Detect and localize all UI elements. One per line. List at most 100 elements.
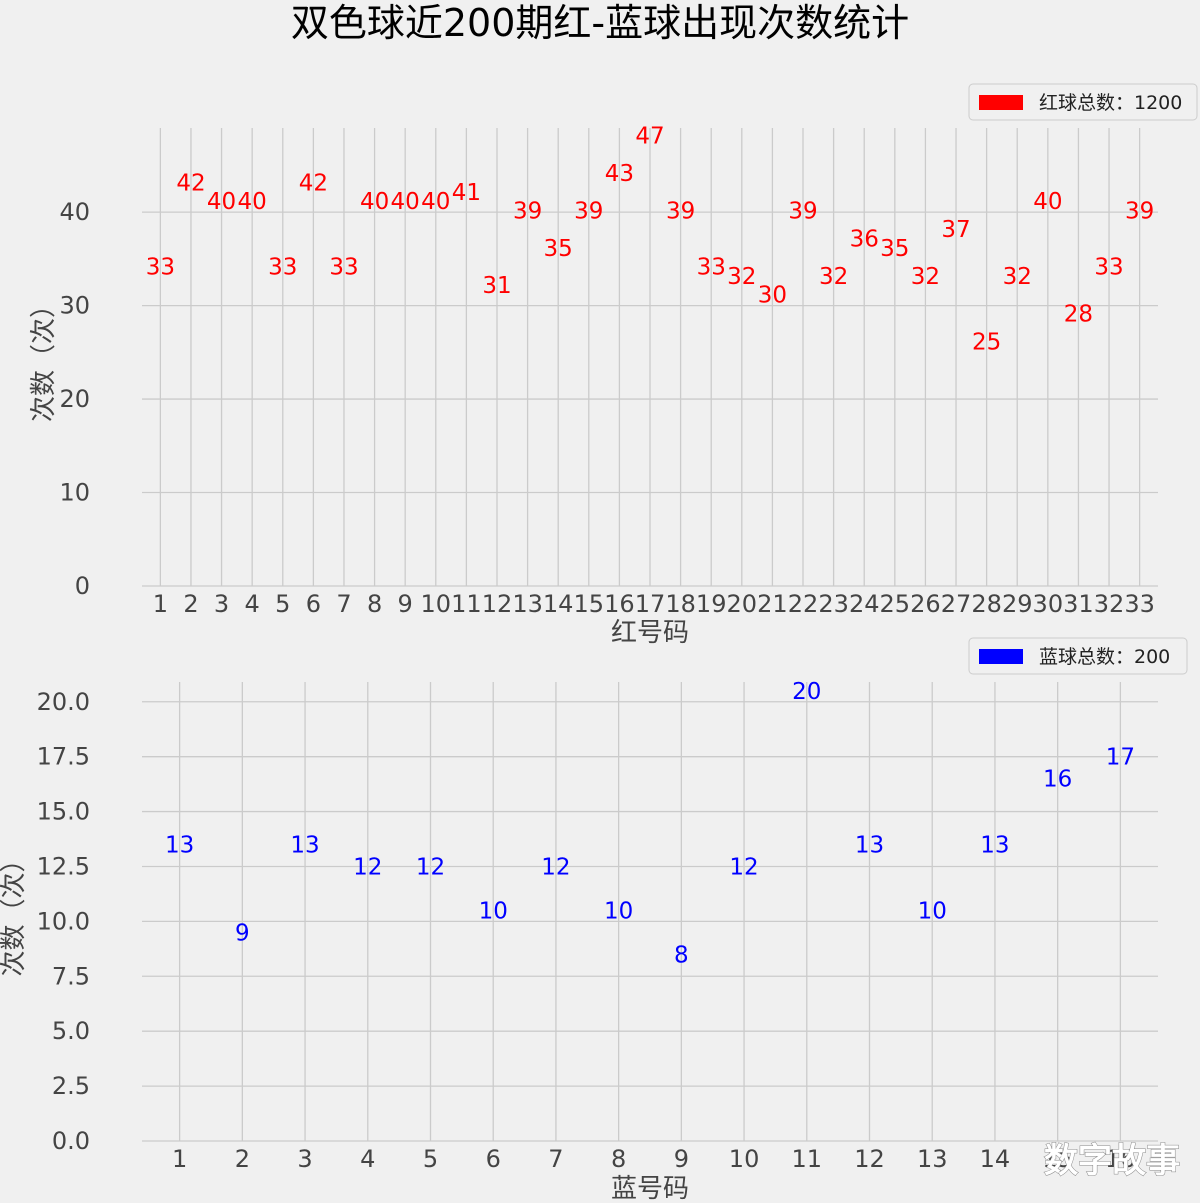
- x-tick-label: 21: [757, 590, 788, 618]
- x-tick-label: 12: [854, 1145, 885, 1173]
- data-label: 10: [604, 898, 633, 924]
- data-label: 40: [391, 189, 420, 215]
- data-label: 10: [918, 898, 947, 924]
- x-tick-label: 6: [486, 1145, 501, 1173]
- x-tick-label: 6: [306, 590, 321, 618]
- x-tick-label: 1: [153, 590, 168, 618]
- data-label: 20: [792, 679, 821, 705]
- x-tick-label: 15: [574, 590, 605, 618]
- chart-panel-1: 0102030403314224034043354263374084094010…: [29, 83, 1198, 648]
- x-tick-label: 5: [275, 590, 290, 618]
- y-tick-label: 40: [59, 198, 90, 226]
- data-label: 33: [268, 255, 297, 281]
- x-axis-label: 蓝号码: [611, 1174, 689, 1203]
- data-label: 17: [1106, 745, 1135, 771]
- x-tick-label: 17: [635, 590, 666, 618]
- legend-label: 红球总数：1200: [1039, 92, 1182, 114]
- data-label: 35: [544, 236, 573, 262]
- data-label: 33: [329, 255, 358, 281]
- y-tick-label: 30: [59, 292, 90, 320]
- y-tick-label: 15.0: [37, 798, 90, 826]
- x-tick-label: 1: [172, 1145, 187, 1173]
- x-tick-label: 28: [971, 590, 1002, 618]
- y-tick-label: 10.0: [37, 907, 90, 935]
- x-tick-label: 19: [696, 590, 727, 618]
- data-label: 8: [674, 942, 689, 968]
- x-tick-label: 11: [792, 1145, 823, 1173]
- data-label: 39: [574, 198, 603, 224]
- data-label: 37: [941, 217, 970, 243]
- data-label: 9: [235, 920, 250, 946]
- data-label: 40: [421, 189, 450, 215]
- x-axis-label: 红号码: [611, 618, 689, 648]
- x-tick-label: 2: [183, 590, 198, 618]
- data-label: 16: [1043, 767, 1072, 793]
- data-label: 39: [513, 198, 542, 224]
- data-label: 40: [1033, 189, 1062, 215]
- y-axis-label: 次数（次）: [0, 846, 29, 976]
- x-tick-label: 23: [818, 590, 849, 618]
- data-label: 13: [165, 832, 194, 858]
- x-tick-label: 9: [674, 1145, 689, 1173]
- data-label: 32: [1003, 264, 1032, 290]
- data-label: 32: [727, 264, 756, 290]
- x-tick-label: 33: [1124, 590, 1155, 618]
- y-tick-label: 17.5: [37, 743, 90, 771]
- data-label: 13: [980, 832, 1009, 858]
- data-label: 31: [482, 273, 511, 299]
- data-label: 25: [972, 329, 1001, 355]
- data-label: 12: [353, 854, 382, 880]
- x-tick-label: 3: [214, 590, 229, 618]
- x-tick-label: 9: [398, 590, 413, 618]
- x-tick-label: 10: [421, 590, 452, 618]
- data-label: 33: [146, 255, 175, 281]
- y-tick-label: 2.5: [52, 1072, 90, 1100]
- y-tick-label: 20.0: [37, 688, 90, 716]
- x-tick-label: 7: [336, 590, 351, 618]
- data-label: 41: [452, 180, 481, 206]
- x-tick-label: 4: [360, 1145, 375, 1173]
- x-tick-label: 27: [941, 590, 972, 618]
- x-tick-label: 12: [482, 590, 513, 618]
- x-tick-label: 2: [235, 1145, 250, 1173]
- legend-swatch: [979, 95, 1023, 110]
- data-label: 39: [1125, 198, 1154, 224]
- x-tick-label: 22: [788, 590, 819, 618]
- data-label: 10: [479, 898, 508, 924]
- x-tick-label: 3: [297, 1145, 312, 1173]
- x-tick-label: 24: [849, 590, 880, 618]
- x-tick-label: 14: [980, 1145, 1011, 1173]
- data-label: 43: [605, 161, 634, 187]
- x-tick-label: 29: [1002, 590, 1033, 618]
- y-tick-label: 12.5: [37, 852, 90, 880]
- legend: 蓝球总数：200: [968, 637, 1188, 675]
- x-tick-label: 30: [1033, 590, 1064, 618]
- y-axis-label: 次数（次）: [29, 292, 59, 422]
- x-tick-label: 20: [727, 590, 758, 618]
- x-tick-label: 13: [917, 1145, 948, 1173]
- data-label: 12: [416, 854, 445, 880]
- y-tick-label: 10: [59, 479, 90, 507]
- data-label: 32: [911, 264, 940, 290]
- data-label: 42: [176, 170, 205, 196]
- x-tick-label: 7: [548, 1145, 563, 1173]
- y-tick-label: 20: [59, 385, 90, 413]
- x-tick-label: 16: [1105, 1145, 1136, 1173]
- data-label: 33: [1094, 255, 1123, 281]
- y-tick-label: 0.0: [52, 1127, 90, 1155]
- data-label: 40: [238, 189, 267, 215]
- data-label: 12: [729, 854, 758, 880]
- x-tick-label: 26: [910, 590, 941, 618]
- legend-swatch: [979, 649, 1023, 664]
- x-tick-label: 4: [245, 590, 260, 618]
- data-label: 40: [360, 189, 389, 215]
- data-label: 28: [1064, 301, 1093, 327]
- data-label: 39: [666, 198, 695, 224]
- legend-box: [968, 83, 1198, 121]
- data-label: 47: [635, 124, 664, 150]
- data-label: 40: [207, 189, 236, 215]
- x-tick-label: 16: [604, 590, 635, 618]
- data-label: 33: [697, 255, 726, 281]
- x-tick-label: 8: [611, 1145, 626, 1173]
